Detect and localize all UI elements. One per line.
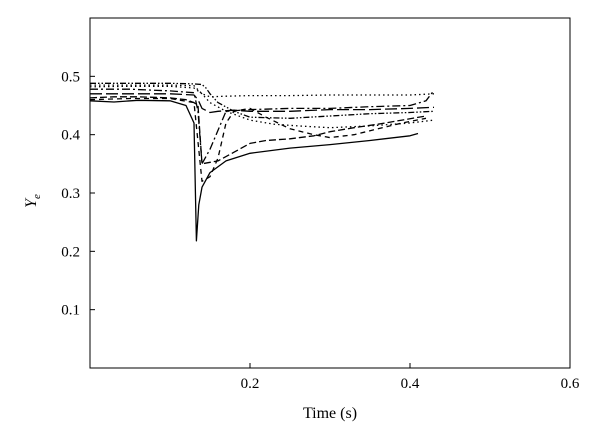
y-axis-label-main: Y: [23, 197, 40, 208]
y-tick-label: 0.5: [61, 69, 80, 85]
series-line-4: [90, 88, 435, 165]
y-tick-label: 0.1: [61, 303, 80, 319]
series-line-6: [90, 84, 435, 98]
series-line-3: [89, 97, 427, 182]
plot-frame: [89, 17, 571, 369]
y-tick-label: 0.3: [61, 186, 80, 202]
x-tick-label: 0.2: [241, 376, 260, 392]
x-tick-label: 0.6: [561, 376, 580, 392]
y-tick-label: 0.4: [61, 128, 80, 144]
series-line-1: [89, 99, 419, 242]
series-line-2: [89, 96, 427, 165]
series-line-5: [90, 93, 435, 114]
x-axis-label: Time (s): [303, 405, 357, 422]
y-axis-label-subscript: e: [31, 194, 43, 199]
y-axis-label: Ye: [23, 194, 43, 208]
x-axis: 0.2 0.4 0.6: [241, 363, 580, 392]
series-line-7: [89, 85, 435, 129]
y-tick-label: 0.2: [61, 244, 80, 260]
series-group: [89, 82, 435, 242]
series-line-8: [90, 82, 435, 119]
x-tick-label: 0.4: [401, 376, 420, 392]
y-axis: 0.1 0.2 0.3 0.4 0.5: [61, 69, 95, 319]
